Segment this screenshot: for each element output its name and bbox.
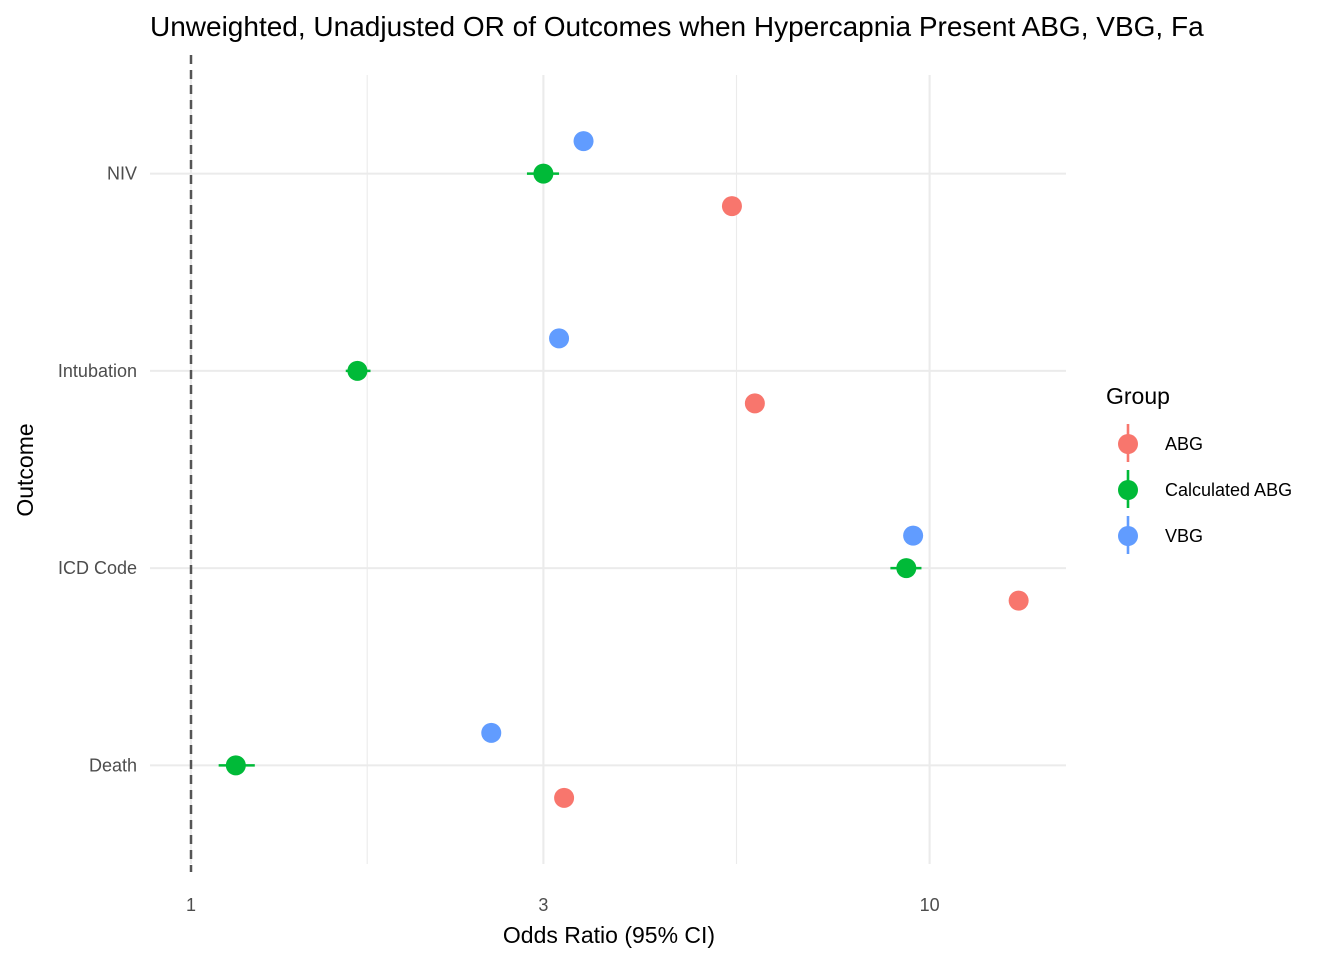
y-tick-label: NIV: [107, 164, 137, 184]
axis-layer: 1 3 10 Death ICD Code Intubation NIV: [58, 164, 940, 915]
data-point: [481, 722, 502, 743]
points-layer: [218, 131, 1029, 808]
data-point: [347, 360, 368, 381]
legend-label: VBG: [1165, 526, 1203, 546]
legend-label: ABG: [1165, 434, 1203, 454]
y-tick-label: Intubation: [58, 361, 137, 381]
legend-key-dot: [1118, 526, 1138, 546]
data-point: [903, 525, 924, 546]
legend-key-dot: [1118, 480, 1138, 500]
x-tick-label: 1: [186, 895, 196, 915]
grid-layer: [150, 75, 1066, 864]
data-point: [533, 163, 554, 184]
x-tick-label: 3: [538, 895, 548, 915]
data-point: [744, 393, 765, 414]
data-point: [554, 787, 575, 808]
legend-key-dot: [1118, 434, 1138, 454]
data-point: [549, 328, 570, 349]
y-axis-title: Outcome: [12, 423, 38, 516]
y-tick-label: Death: [89, 755, 137, 775]
data-point: [721, 196, 742, 217]
x-tick-label: 10: [920, 895, 940, 915]
legend-label: Calculated ABG: [1165, 480, 1292, 500]
data-point: [225, 755, 246, 776]
legend-title: Group: [1106, 383, 1170, 409]
data-point: [896, 558, 917, 579]
data-point: [573, 131, 594, 152]
y-tick-label: ICD Code: [58, 558, 137, 578]
data-point: [1008, 590, 1029, 611]
x-axis-title: Odds Ratio (95% CI): [503, 922, 715, 948]
legend: Group ABG Calculated ABG VBG: [1106, 383, 1292, 554]
chart-title: Unweighted, Unadjusted OR of Outcomes wh…: [150, 11, 1204, 42]
